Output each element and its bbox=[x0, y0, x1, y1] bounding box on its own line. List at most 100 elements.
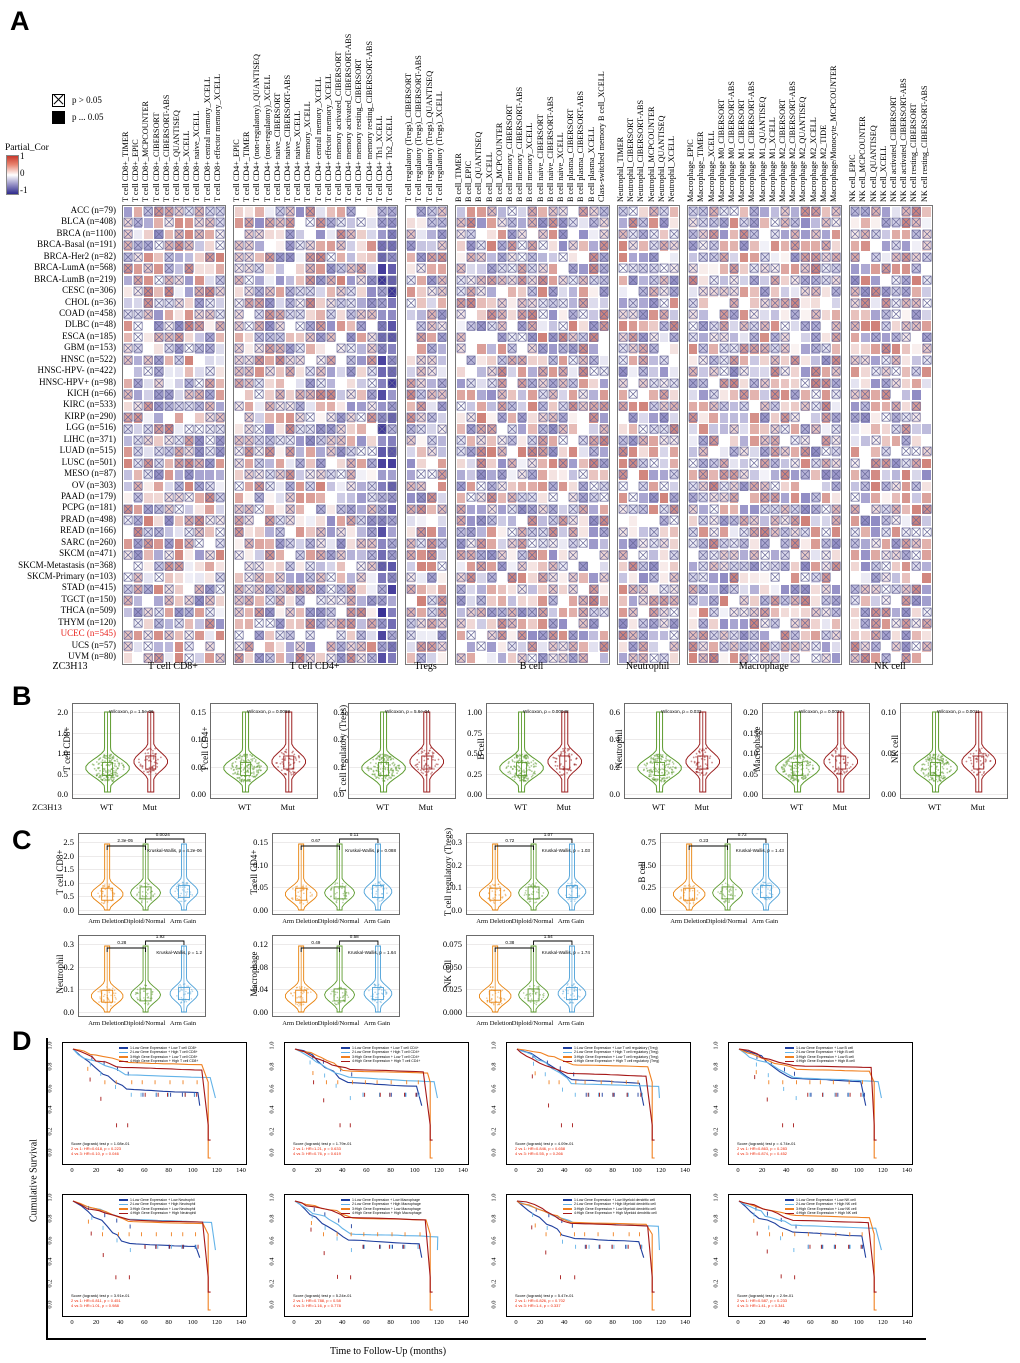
heatmap-cell[interactable] bbox=[811, 561, 821, 572]
heatmap-cell[interactable] bbox=[456, 458, 466, 469]
heatmap-cell[interactable] bbox=[568, 366, 578, 377]
heatmap-cell[interactable] bbox=[578, 229, 588, 240]
heatmap-cell[interactable] bbox=[871, 229, 881, 240]
heatmap-cell[interactable] bbox=[234, 618, 244, 629]
heatmap-cell[interactable] bbox=[709, 515, 719, 526]
heatmap-cell[interactable] bbox=[760, 298, 770, 309]
heatmap-cell[interactable] bbox=[456, 275, 466, 286]
heatmap-cell[interactable] bbox=[215, 469, 225, 480]
heatmap-cell[interactable] bbox=[466, 378, 476, 389]
heatmap-cell[interactable] bbox=[133, 435, 143, 446]
heatmap-cell[interactable] bbox=[850, 481, 860, 492]
heatmap-cell[interactable] bbox=[599, 527, 609, 538]
heatmap-cell[interactable] bbox=[254, 527, 264, 538]
heatmap-cell[interactable] bbox=[811, 572, 821, 583]
heatmap-cell[interactable] bbox=[659, 286, 669, 297]
heatmap-cell[interactable] bbox=[367, 492, 377, 503]
heatmap-cell[interactable] bbox=[174, 561, 184, 572]
heatmap-cell[interactable] bbox=[749, 492, 759, 503]
heatmap-cell[interactable] bbox=[497, 366, 507, 377]
heatmap-cell[interactable] bbox=[719, 229, 729, 240]
heatmap-cell[interactable] bbox=[589, 630, 599, 641]
heatmap-cell[interactable] bbox=[638, 378, 648, 389]
heatmap-cell[interactable] bbox=[659, 275, 669, 286]
heatmap-cell[interactable] bbox=[295, 504, 305, 515]
heatmap-cell[interactable] bbox=[649, 206, 659, 217]
heatmap-cell[interactable] bbox=[821, 653, 831, 664]
heatmap-cell[interactable] bbox=[729, 286, 739, 297]
heatmap-cell[interactable] bbox=[558, 584, 568, 595]
heatmap-cell[interactable] bbox=[285, 366, 295, 377]
heatmap-cell[interactable] bbox=[548, 206, 558, 217]
heatmap-cell[interactable] bbox=[850, 298, 860, 309]
heatmap-cell[interactable] bbox=[164, 641, 174, 652]
heatmap-cell[interactable] bbox=[154, 630, 164, 641]
heatmap-cell[interactable] bbox=[387, 618, 397, 629]
heatmap-cell[interactable] bbox=[780, 332, 790, 343]
heatmap-cell[interactable] bbox=[548, 515, 558, 526]
heatmap-cell[interactable] bbox=[558, 389, 568, 400]
heatmap-cell[interactable] bbox=[669, 653, 679, 664]
heatmap-cell[interactable] bbox=[133, 332, 143, 343]
heatmap-cell[interactable] bbox=[911, 286, 921, 297]
heatmap-cell[interactable] bbox=[174, 538, 184, 549]
heatmap-cell[interactable] bbox=[437, 378, 447, 389]
heatmap-cell[interactable] bbox=[548, 412, 558, 423]
heatmap-cell[interactable] bbox=[507, 584, 517, 595]
heatmap-cell[interactable] bbox=[143, 343, 153, 354]
heatmap-cell[interactable] bbox=[205, 641, 215, 652]
heatmap-cell[interactable] bbox=[154, 355, 164, 366]
heatmap-cell[interactable] bbox=[922, 527, 932, 538]
heatmap-cell[interactable] bbox=[215, 401, 225, 412]
heatmap-cell[interactable] bbox=[367, 481, 377, 492]
heatmap-cell[interactable] bbox=[578, 641, 588, 652]
heatmap-cell[interactable] bbox=[406, 515, 416, 526]
heatmap-cell[interactable] bbox=[719, 240, 729, 251]
heatmap-cell[interactable] bbox=[790, 240, 800, 251]
heatmap-cell[interactable] bbox=[548, 469, 558, 480]
heatmap-cell[interactable] bbox=[437, 286, 447, 297]
heatmap-cell[interactable] bbox=[628, 630, 638, 641]
heatmap-cell[interactable] bbox=[164, 229, 174, 240]
heatmap-cell[interactable] bbox=[770, 366, 780, 377]
heatmap-cell[interactable] bbox=[507, 515, 517, 526]
heatmap-cell[interactable] bbox=[891, 206, 901, 217]
heatmap-cell[interactable] bbox=[377, 424, 387, 435]
heatmap-cell[interactable] bbox=[649, 217, 659, 228]
heatmap-cell[interactable] bbox=[891, 584, 901, 595]
heatmap-cell[interactable] bbox=[497, 481, 507, 492]
heatmap-cell[interactable] bbox=[316, 607, 326, 618]
heatmap-cell[interactable] bbox=[831, 550, 841, 561]
heatmap-cell[interactable] bbox=[831, 458, 841, 469]
heatmap-cell[interactable] bbox=[618, 469, 628, 480]
heatmap-cell[interactable] bbox=[790, 343, 800, 354]
heatmap-cell[interactable] bbox=[578, 550, 588, 561]
heatmap-cell[interactable] bbox=[406, 343, 416, 354]
heatmap-cell[interactable] bbox=[538, 206, 548, 217]
heatmap-cell[interactable] bbox=[850, 378, 860, 389]
heatmap-cell[interactable] bbox=[194, 309, 204, 320]
heatmap-cell[interactable] bbox=[336, 309, 346, 320]
heatmap-cell[interactable] bbox=[831, 263, 841, 274]
heatmap-cell[interactable] bbox=[466, 653, 476, 664]
heatmap-cell[interactable] bbox=[456, 424, 466, 435]
heatmap-cell[interactable] bbox=[618, 321, 628, 332]
heatmap-cell[interactable] bbox=[416, 446, 426, 457]
heatmap-cell[interactable] bbox=[517, 240, 527, 251]
heatmap-cell[interactable] bbox=[911, 424, 921, 435]
heatmap-cell[interactable] bbox=[164, 240, 174, 251]
heatmap-cell[interactable] bbox=[285, 618, 295, 629]
heatmap-cell[interactable] bbox=[476, 561, 486, 572]
heatmap-cell[interactable] bbox=[709, 527, 719, 538]
heatmap-cell[interactable] bbox=[254, 446, 264, 457]
heatmap-cell[interactable] bbox=[356, 355, 366, 366]
heatmap-cell[interactable] bbox=[234, 275, 244, 286]
heatmap-cell[interactable] bbox=[517, 538, 527, 549]
heatmap-cell[interactable] bbox=[688, 595, 698, 606]
heatmap-cell[interactable] bbox=[133, 424, 143, 435]
heatmap-cell[interactable] bbox=[174, 458, 184, 469]
heatmap-cell[interactable] bbox=[739, 366, 749, 377]
heatmap-cell[interactable] bbox=[316, 618, 326, 629]
heatmap-cell[interactable] bbox=[205, 217, 215, 228]
heatmap-cell[interactable] bbox=[618, 217, 628, 228]
